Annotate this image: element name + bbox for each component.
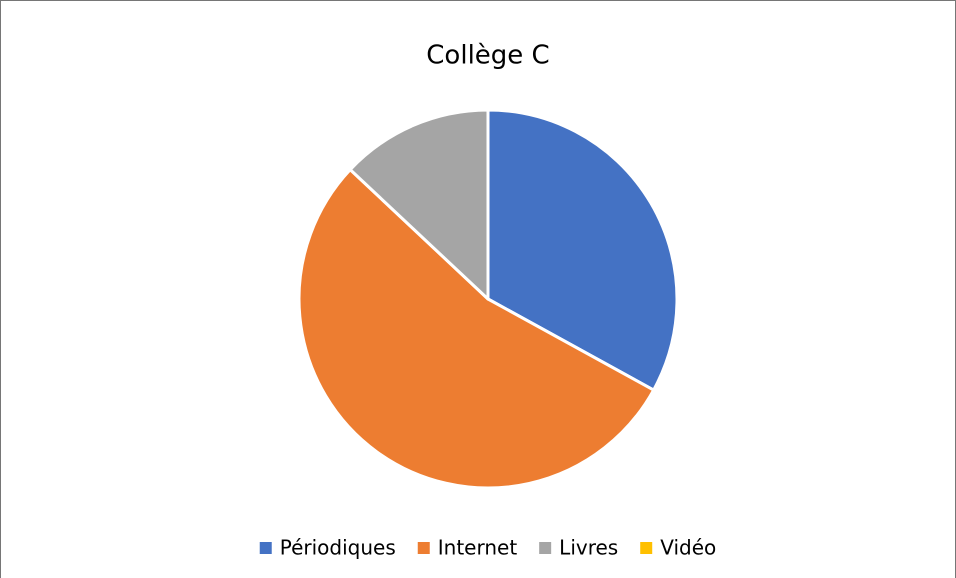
legend-swatch bbox=[640, 542, 653, 554]
legend-swatch bbox=[539, 542, 552, 554]
legend-label: Livres bbox=[559, 536, 618, 560]
legend-swatch bbox=[417, 542, 430, 554]
pie bbox=[297, 108, 679, 490]
pie-slice bbox=[348, 108, 490, 301]
legend-label: Internet bbox=[438, 536, 518, 560]
legend-label: Vidéo bbox=[660, 536, 716, 560]
pie-slice bbox=[297, 168, 656, 490]
legend-swatch bbox=[259, 542, 272, 554]
pie-slice bbox=[486, 108, 679, 392]
legend-label: Périodiques bbox=[280, 536, 396, 560]
chart-title: Collège C bbox=[426, 41, 549, 71]
legend: Périodiques Internet Livres Vidéo bbox=[259, 536, 716, 560]
